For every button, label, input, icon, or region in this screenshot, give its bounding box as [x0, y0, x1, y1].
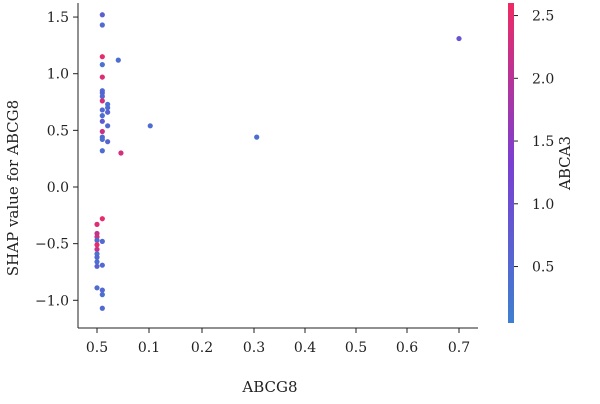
data-point: [94, 242, 100, 248]
data-point: [456, 35, 462, 42]
data-point: [254, 134, 260, 140]
axes: 1.5 1.0 0.5 0.0 −0.5 −1.0 0.5 0.1 0.2 0.3 0.4 0.5 0.…: [35, 3, 478, 356]
data-point: [94, 221, 100, 227]
y-tick-label: −1.0: [35, 293, 69, 309]
data-point: [99, 54, 105, 60]
data-point: [99, 292, 105, 298]
data-point: [94, 237, 100, 243]
x-tick-label: 0.4: [294, 340, 316, 356]
data-point: [94, 254, 100, 260]
y-tick-label: −0.5: [35, 237, 69, 253]
data-point: [99, 128, 105, 135]
data-point: [99, 287, 105, 293]
data-point: [118, 150, 124, 156]
colorbar-tick-label: 0.5: [532, 260, 554, 276]
data-point: [99, 136, 105, 143]
data-point: [99, 118, 105, 124]
data-point: [99, 216, 105, 222]
x-tick-label: 0.6: [396, 340, 418, 356]
y-tick-label: 0.0: [47, 180, 69, 196]
data-point: [99, 107, 105, 113]
data-point: [99, 238, 105, 244]
data-point: [105, 123, 111, 129]
x-tick-label: 0.5: [86, 340, 108, 356]
y-tick-label: 1.5: [47, 10, 69, 26]
data-point: [99, 12, 105, 18]
x-tick-label: 0.1: [138, 340, 160, 356]
data-point: [99, 305, 105, 311]
data-point: [99, 262, 105, 268]
data-point: [99, 62, 105, 68]
data-point: [94, 263, 100, 269]
x-axis-title: ABCG8: [241, 378, 297, 396]
colorbar-gradient: [508, 3, 514, 323]
data-point: [105, 109, 111, 115]
y-tick-label: 0.5: [47, 123, 69, 139]
data-point: [147, 123, 153, 129]
colorbar: 2.5 2.0 1.5 1.0 0.5: [508, 3, 554, 323]
data-point: [115, 57, 121, 63]
data-point: [99, 74, 105, 80]
colorbar-tick-label: 1.5: [532, 134, 554, 150]
x-tick-label: 0.5: [345, 340, 367, 356]
data-point: [99, 22, 105, 28]
colorbar-title: ABCA3: [556, 136, 574, 191]
data-point: [99, 98, 105, 104]
data-point: [99, 93, 105, 99]
x-tick-label: 0.3: [243, 340, 265, 356]
data-point: [105, 139, 111, 145]
x-tick-label: 0.2: [191, 340, 213, 356]
x-tick-label: 0.7: [448, 340, 470, 356]
colorbar-tick-label: 2.5: [532, 9, 554, 25]
data-point: [94, 285, 100, 291]
data-point: [99, 148, 105, 154]
y-tick-label: 1.0: [47, 67, 69, 83]
y-axis-title: SHAP value for ABCG8: [4, 100, 22, 276]
data-point: [94, 259, 100, 265]
data-point: [94, 246, 100, 252]
data-point: [105, 105, 111, 111]
plot-area: [94, 12, 462, 311]
data-point: [99, 113, 105, 119]
colorbar-tick-label: 2.0: [532, 71, 554, 87]
colorbar-tick-label: 1.0: [532, 197, 554, 213]
